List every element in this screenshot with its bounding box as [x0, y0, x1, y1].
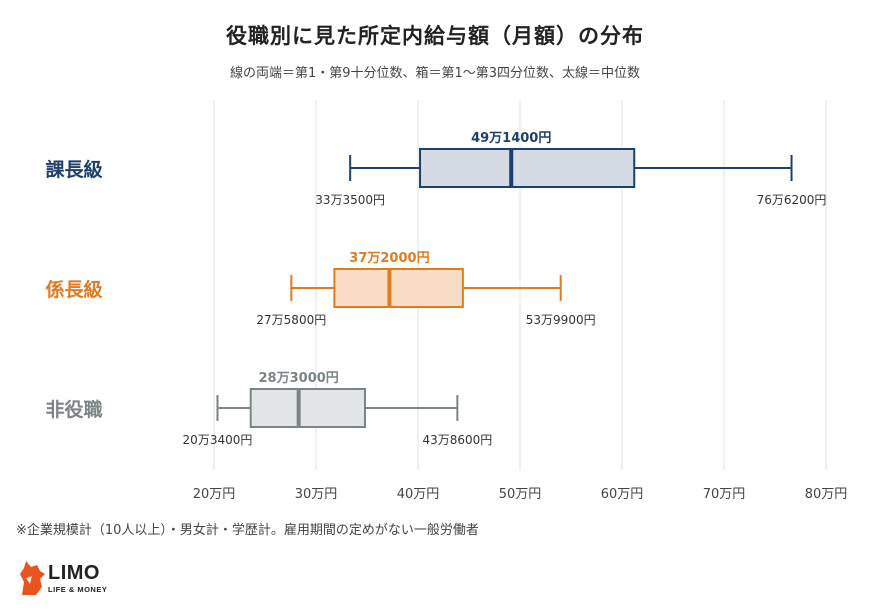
whisker-high-label: 76万6200円 [757, 193, 827, 207]
iqr-box [419, 148, 636, 188]
logo-wordmark: LIMO [48, 562, 100, 584]
category-label: 係長級 [45, 278, 102, 301]
x-tick-label: 30万円 [295, 487, 338, 502]
chart-subtitle: 線の両端＝第1・第9十分位数、箱＝第1～第3四分位数、太線＝中位数 [229, 66, 641, 81]
x-tick-label: 80万円 [805, 487, 848, 502]
chart-title: 役職別に見た所定内給与額（月額）の分布 [226, 24, 644, 48]
x-tick-label: 50万円 [499, 487, 542, 502]
fox-logo-icon [20, 561, 45, 595]
median-value-label: 37万2000円 [349, 251, 429, 266]
footnote: ※企業規模計（10人以上）・男女計・学歴計。雇用期間の定めがない一般労働者 [16, 523, 479, 538]
category-label: 課長級 [45, 158, 102, 181]
whisker-low-label: 33万3500円 [315, 193, 385, 207]
whisker-low-label: 20万3400円 [183, 433, 253, 447]
whisker-low-label: 27万5800円 [256, 313, 326, 327]
x-tick-label: 60万円 [601, 487, 644, 502]
whisker-high-label: 53万9900円 [526, 313, 596, 327]
median-value-label: 28万3000円 [259, 371, 339, 386]
limo-logo: LIMO LIFE & MONEY [18, 560, 128, 600]
x-tick-label: 40万円 [397, 487, 440, 502]
whisker-high-label: 43万8600円 [422, 433, 492, 447]
x-tick-label: 20万円 [193, 487, 236, 502]
x-tick-label: 70万円 [703, 487, 746, 502]
logo-tagline: LIFE & MONEY [48, 585, 108, 594]
iqr-box [333, 268, 464, 308]
median-value-label: 49万1400円 [471, 131, 551, 146]
category-label: 非役職 [45, 398, 102, 421]
iqr-box [249, 388, 366, 428]
